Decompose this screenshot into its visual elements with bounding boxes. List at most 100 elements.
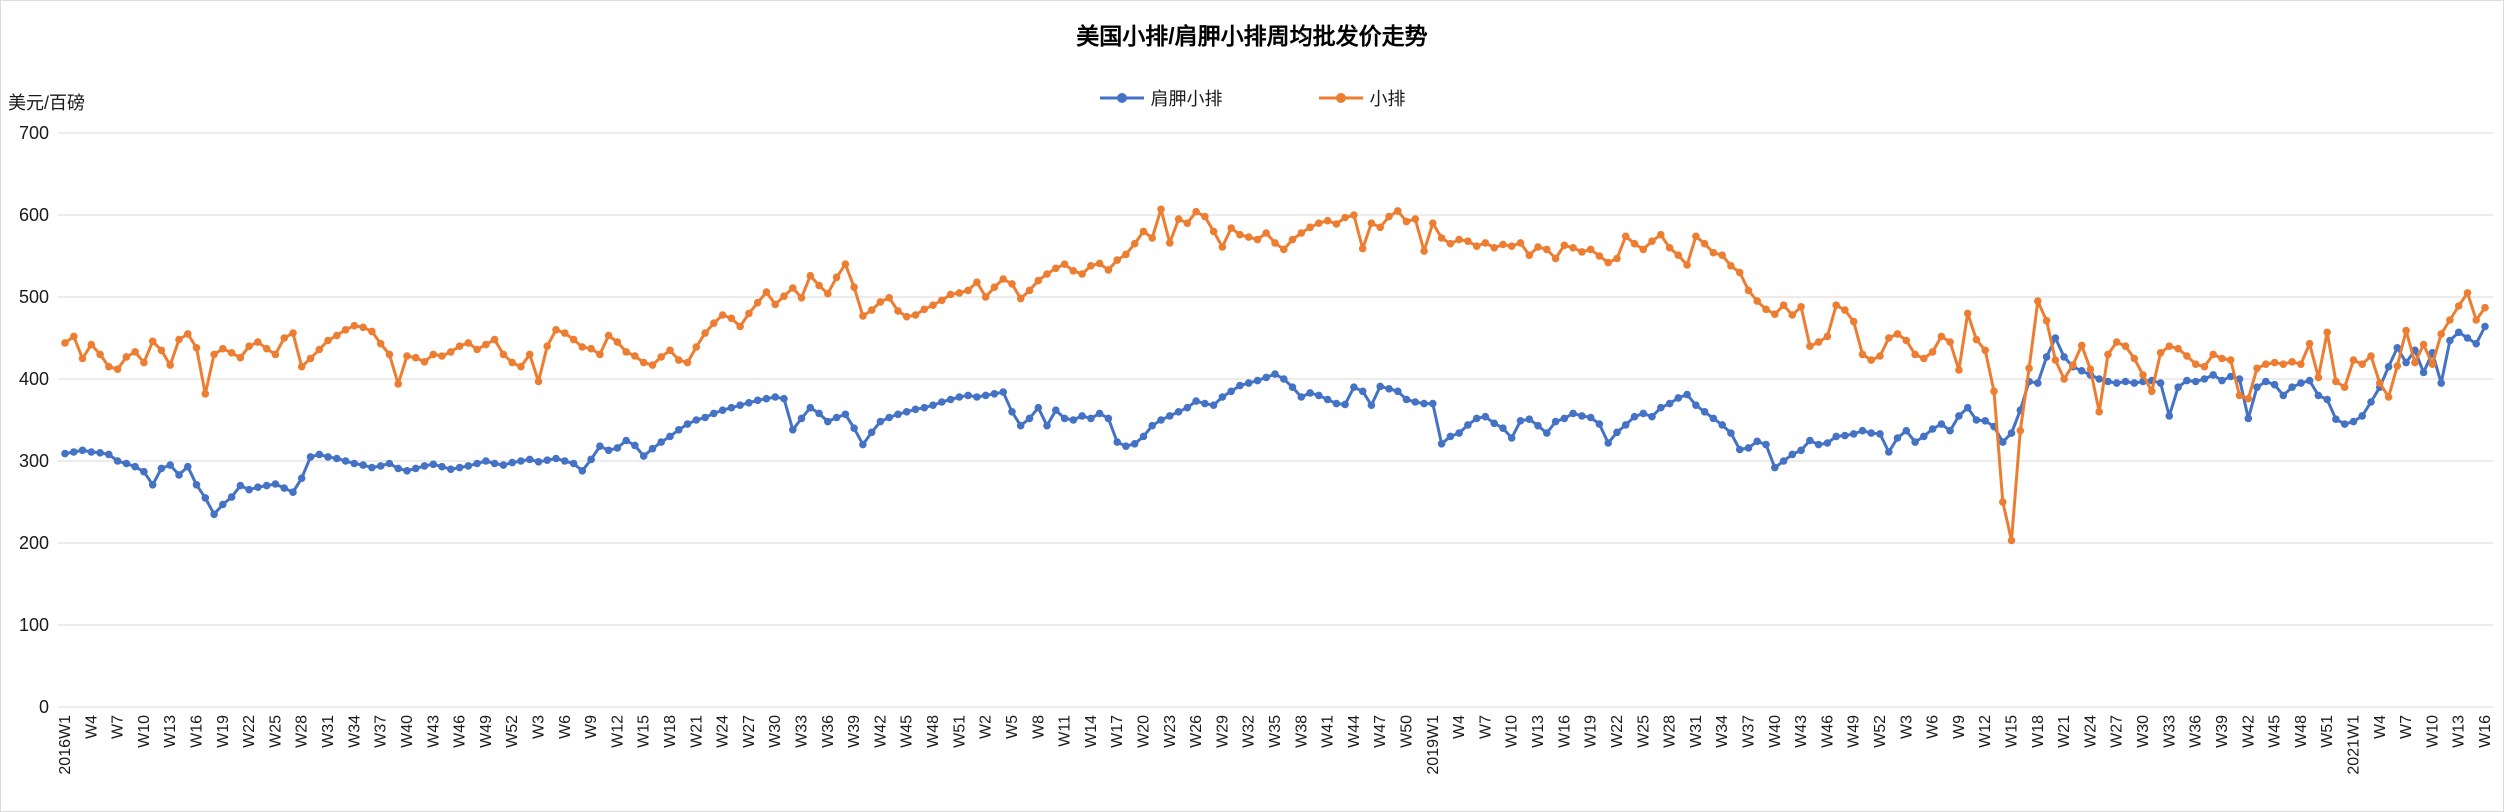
series-marker-jianjia-xiaopai bbox=[981, 391, 990, 400]
series-marker-xiaopai bbox=[1402, 217, 1411, 226]
series-marker-xiaopai bbox=[1972, 335, 1981, 344]
series-marker-xiaopai bbox=[359, 323, 367, 332]
series-marker-xiaopai bbox=[2411, 358, 2419, 367]
series-marker-jianjia-xiaopai bbox=[2095, 375, 2103, 383]
y-tick-label-200: 200 bbox=[19, 533, 49, 553]
series-marker-xiaopai bbox=[1823, 332, 1832, 341]
series-marker-jianjia-xiaopai bbox=[2253, 383, 2261, 392]
series-marker-xiaopai bbox=[1095, 259, 1104, 268]
series-marker-jianjia-xiaopai bbox=[2314, 391, 2323, 400]
series-marker-jianjia-xiaopai bbox=[271, 480, 280, 488]
series-marker-xiaopai bbox=[1464, 237, 1472, 245]
series-marker-jianjia-xiaopai bbox=[447, 465, 455, 474]
series-marker-jianjia-xiaopai bbox=[1139, 432, 1148, 441]
x-tick-label-W31: W31 bbox=[320, 715, 337, 748]
series-marker-xiaopai bbox=[1367, 219, 1376, 227]
series-marker-xiaopai bbox=[1771, 310, 1779, 319]
series-marker-jianjia-xiaopai bbox=[61, 449, 69, 458]
series-marker-xiaopai bbox=[1446, 239, 1455, 248]
series-marker-xiaopai bbox=[2165, 342, 2174, 351]
legend-item-xiaopai[interactable]: 小排 bbox=[1318, 85, 1406, 111]
x-tick-label-W51: W51 bbox=[2319, 715, 2336, 748]
x-tick-label-W25: W25 bbox=[1635, 715, 1652, 748]
series-marker-jianjia-xiaopai bbox=[1122, 442, 1130, 451]
series-marker-xiaopai bbox=[1306, 223, 1314, 232]
series-marker-xiaopai bbox=[2209, 350, 2217, 359]
y-tick-label-500: 500 bbox=[19, 287, 49, 307]
series-marker-jianjia-xiaopai bbox=[964, 391, 972, 400]
series-marker-jianjia-xiaopai bbox=[1218, 393, 1227, 401]
series-marker-jianjia-xiaopai bbox=[2130, 379, 2139, 387]
series-marker-jianjia-xiaopai bbox=[1516, 417, 1525, 425]
series-marker-jianjia-xiaopai bbox=[455, 463, 464, 472]
series-marker-xiaopai bbox=[850, 283, 858, 292]
x-tick-label-W12: W12 bbox=[609, 715, 626, 748]
series-marker-jianjia-xiaopai bbox=[1350, 383, 1358, 392]
x-tick-label-W52: W52 bbox=[504, 715, 521, 748]
series-marker-jianjia-xiaopai bbox=[1455, 429, 1463, 437]
series-marker-xiaopai bbox=[1236, 230, 1244, 239]
series-marker-xiaopai bbox=[2270, 358, 2279, 367]
series-marker-xiaopai bbox=[1385, 212, 1393, 221]
x-tick-label-W27: W27 bbox=[741, 715, 758, 748]
series-marker-xiaopai bbox=[2393, 362, 2402, 370]
series-marker-xiaopai bbox=[2279, 360, 2288, 369]
x-tick-label-W19: W19 bbox=[215, 715, 232, 748]
legend-label-jianjia-xiaopai: 肩胛小排 bbox=[1150, 89, 1223, 109]
series-marker-xiaopai bbox=[1052, 264, 1060, 273]
series-marker-xiaopai bbox=[122, 353, 131, 361]
series-marker-xiaopai bbox=[2174, 344, 2182, 353]
series-marker-xiaopai bbox=[1341, 213, 1349, 222]
series-marker-xiaopai bbox=[1648, 237, 1656, 245]
series-marker-jianjia-xiaopai bbox=[753, 396, 762, 405]
series-marker-jianjia-xiaopai bbox=[1981, 417, 1989, 425]
series-marker-jianjia-xiaopai bbox=[1174, 408, 1183, 416]
series-marker-jianjia-xiaopai bbox=[2349, 417, 2358, 426]
x-tick-label-W29: W29 bbox=[1214, 715, 1231, 748]
x-tick-label-W23: W23 bbox=[1162, 715, 1179, 748]
series-marker-xiaopai bbox=[1841, 306, 1849, 314]
series-marker-xiaopai bbox=[1797, 303, 1805, 311]
series-marker-xiaopai bbox=[2332, 377, 2340, 386]
series-marker-xiaopai bbox=[2077, 341, 2086, 350]
series-marker-jianjia-xiaopai bbox=[219, 500, 227, 509]
series-marker-jianjia-xiaopai bbox=[859, 440, 867, 449]
series-marker-xiaopai bbox=[2446, 316, 2454, 324]
x-tick-label-W39: W39 bbox=[846, 715, 863, 748]
series-marker-xiaopai bbox=[771, 300, 779, 309]
series-marker-xiaopai bbox=[1718, 251, 1726, 259]
series-marker-xiaopai bbox=[490, 335, 499, 344]
series-marker-jianjia-xiaopai bbox=[1332, 399, 1341, 408]
series-marker-jianjia-xiaopai bbox=[1657, 403, 1665, 412]
series-marker-jianjia-xiaopai bbox=[2367, 398, 2375, 406]
series-marker-xiaopai bbox=[1078, 270, 1086, 278]
series-marker-jianjia-xiaopai bbox=[2156, 379, 2165, 387]
x-tick-label-W36: W36 bbox=[820, 715, 837, 748]
series-marker-xiaopai bbox=[1166, 239, 1174, 247]
series-marker-xiaopai bbox=[1174, 215, 1183, 223]
series-marker-jianjia-xiaopai bbox=[850, 424, 858, 433]
series-marker-jianjia-xiaopai bbox=[324, 453, 332, 461]
series-marker-xiaopai bbox=[1885, 334, 1893, 342]
x-tick-label-W49: W49 bbox=[478, 715, 495, 748]
x-tick-label-2016W1: 2016W1 bbox=[57, 715, 74, 775]
series-marker-jianjia-xiaopai bbox=[797, 414, 806, 423]
x-tick-label-W38: W38 bbox=[1293, 715, 1310, 748]
series-marker-xiaopai bbox=[210, 350, 218, 359]
series-marker-xiaopai bbox=[96, 350, 104, 359]
series-marker-jianjia-xiaopai bbox=[701, 413, 709, 422]
series-marker-jianjia-xiaopai bbox=[946, 395, 955, 404]
series-marker-jianjia-xiaopai bbox=[929, 401, 937, 410]
series-marker-jianjia-xiaopai bbox=[140, 467, 148, 476]
series-marker-jianjia-xiaopai bbox=[306, 453, 315, 461]
series-marker-jianjia-xiaopai bbox=[1858, 426, 1867, 435]
series-marker-jianjia-xiaopai bbox=[1849, 430, 1858, 438]
series-marker-xiaopai bbox=[341, 326, 350, 334]
x-tick-label-W20: W20 bbox=[1135, 715, 1152, 748]
series-marker-jianjia-xiaopai bbox=[2279, 391, 2288, 400]
series-marker-xiaopai bbox=[2323, 328, 2331, 337]
legend-item-jianjia-xiaopai[interactable]: 肩胛小排 bbox=[1099, 85, 1223, 111]
series-marker-jianjia-xiaopai bbox=[2270, 380, 2279, 389]
series-marker-jianjia-xiaopai bbox=[2262, 377, 2270, 386]
x-tick-label-W24: W24 bbox=[2082, 715, 2099, 748]
